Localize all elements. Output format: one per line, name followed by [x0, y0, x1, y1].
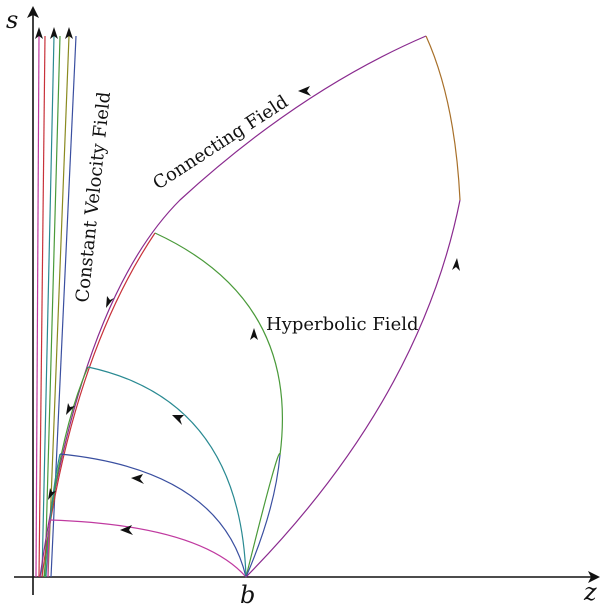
cv-line-5 — [47, 35, 70, 578]
cv-arrowheads — [35, 27, 73, 39]
arrow-left-icon — [298, 86, 311, 96]
arrow-up-icon — [452, 258, 460, 271]
hyperbolic-curve-4-lower — [245, 454, 281, 578]
hyperbolic-field-label: Hyperbolic Field — [266, 314, 419, 335]
flow-arrowheads — [48, 86, 460, 535]
hyperbolic-curve-1 — [49, 519, 247, 578]
constant-velocity-label: Constant Velocity Field — [72, 91, 115, 304]
connecting-curve-5 — [47, 519, 51, 578]
hyperbolic-curve-3 — [87, 366, 247, 578]
cv-line-2 — [38, 35, 46, 578]
z-axis-label: z — [583, 578, 597, 604]
arrow-up-icon — [65, 27, 73, 39]
connecting-curve-outer — [39, 35, 427, 578]
hyperbolic-curve-2 — [59, 453, 247, 578]
arrow-left-icon — [131, 474, 144, 484]
arrow-up-icon — [50, 27, 58, 39]
connecting-curve-3 — [43, 366, 89, 578]
cv-line-3 — [41, 35, 55, 578]
cv-line-1 — [35, 35, 40, 578]
arrow-down-icon — [66, 403, 75, 415]
hyperbolic-curve-4 — [154, 232, 284, 578]
hyperbolic-curve-outer — [245, 199, 461, 578]
b-tick-label: b — [240, 581, 255, 604]
connecting-field-label: Connecting Field — [149, 91, 292, 194]
arrow-left-icon — [120, 525, 133, 535]
hyperbolic-field-curves — [49, 35, 461, 578]
constant-velocity-lines — [35, 35, 77, 578]
connecting-curve-4 — [45, 453, 61, 578]
arrow-up-icon — [250, 328, 258, 340]
arrow-left-icon — [172, 415, 184, 425]
connecting-field-curves — [39, 35, 427, 578]
hyperbolic-curve-outer-top — [425, 35, 461, 201]
arrow-up-icon — [35, 27, 43, 39]
arrow-down-icon — [48, 488, 56, 500]
s-axis-label: s — [6, 6, 18, 34]
cv-line-4 — [44, 35, 61, 578]
arrow-down-icon — [106, 296, 114, 308]
